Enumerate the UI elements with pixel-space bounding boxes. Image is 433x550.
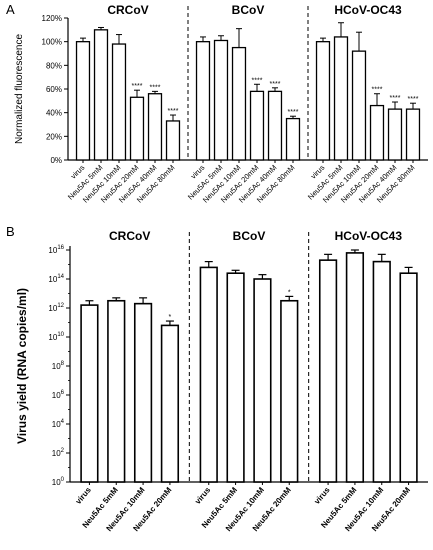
y-tick-label: 0% (50, 156, 62, 165)
bar (165, 120, 181, 161)
panel-label: B (6, 224, 15, 239)
significance-label: **** (408, 96, 419, 103)
bar (213, 39, 229, 161)
y-axis-label: Normalized fluorescence (14, 34, 25, 144)
y-tick-label: 108 (52, 361, 65, 371)
bar (147, 93, 163, 161)
bar (107, 299, 126, 483)
bar (369, 104, 385, 161)
bar (333, 36, 349, 161)
bar (351, 50, 367, 161)
bar (315, 41, 331, 161)
y-tick-label: 1016 (48, 245, 64, 255)
bar (160, 324, 180, 483)
bar (387, 108, 403, 161)
group-title: BCoV (233, 229, 266, 243)
y-tick-label: 1010 (48, 332, 64, 342)
significance-label: * (169, 314, 172, 321)
bar (318, 259, 338, 483)
y-tick-label: 100% (42, 38, 62, 47)
bar (280, 299, 299, 483)
bar (372, 260, 391, 483)
group-title: BCoV (232, 3, 265, 17)
group-title: CRCoV (107, 3, 148, 17)
panel-label: A (6, 2, 15, 17)
y-tick-label: 102 (52, 448, 65, 458)
significance-label: **** (132, 83, 143, 90)
y-tick-label: 106 (52, 390, 65, 400)
significance-label: **** (372, 87, 383, 94)
bar (249, 90, 265, 161)
bar (253, 278, 272, 483)
x-tick-label: virus (312, 485, 332, 506)
significance-label: **** (270, 81, 281, 88)
significance-label: * (288, 289, 291, 296)
bar (80, 304, 99, 483)
bar (405, 108, 421, 161)
bar (75, 41, 91, 161)
y-tick-label: 80% (46, 61, 62, 70)
y-tick-label: 40% (46, 109, 62, 118)
significance-label: **** (150, 84, 161, 91)
bar (129, 96, 145, 161)
group-title: HCoV-OC43 (335, 229, 403, 243)
y-axis-label: Virus yield (RNA copies/ml) (15, 288, 29, 444)
x-tick-label: virus (193, 485, 213, 506)
y-tick-label: 120% (42, 14, 62, 23)
bar (399, 272, 418, 483)
significance-label: **** (168, 108, 179, 115)
y-tick-label: 104 (52, 419, 65, 429)
panel-b: B 100 102 104 106 108 1010 1012 1014 1016 Virus yi… (6, 224, 428, 533)
x-tick-label: virus (74, 485, 94, 506)
group-title: CRCoV (109, 229, 150, 243)
y-tick-label: 60% (46, 85, 62, 94)
significance-label: **** (288, 109, 299, 116)
bar (133, 302, 153, 483)
significance-label: **** (390, 95, 401, 102)
bar (231, 46, 247, 161)
bar (93, 29, 109, 161)
bar (226, 272, 245, 483)
y-tick-label: 20% (46, 132, 62, 141)
y-tick-label: 1012 (48, 303, 64, 313)
y-tick-label: 100 (52, 477, 65, 487)
y-tick-label: 1014 (48, 274, 64, 284)
bar (199, 266, 218, 483)
significance-label: **** (252, 77, 263, 84)
bar (111, 43, 127, 161)
group-title: HCoV-OC43 (334, 3, 402, 17)
bar (267, 90, 283, 161)
bar (285, 117, 301, 161)
bar (195, 41, 211, 161)
bar (345, 252, 365, 483)
panel-a: A 0% 20% 40% 60% 80% 100% 120% Normalized fluore… (6, 2, 428, 204)
